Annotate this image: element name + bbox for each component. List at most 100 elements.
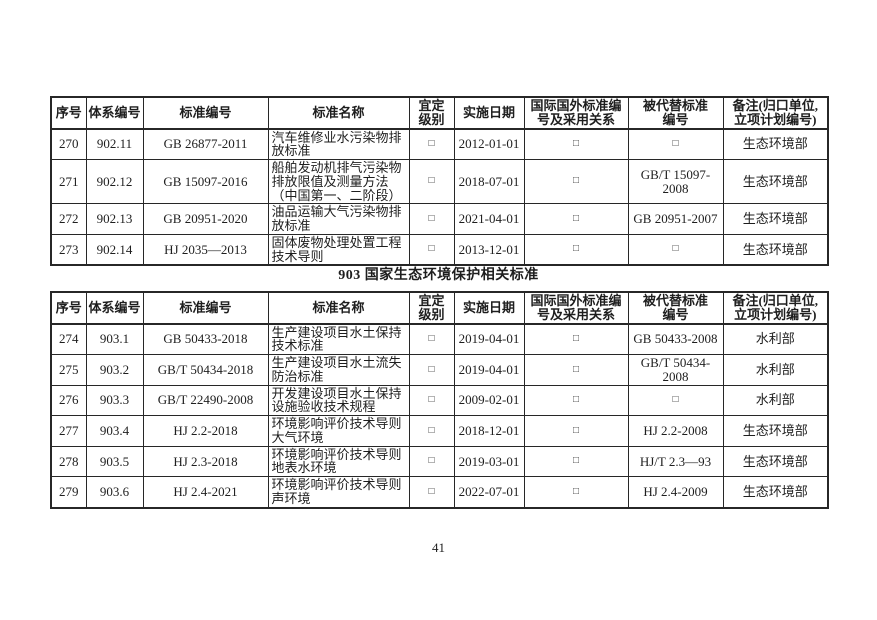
col-remarks: 生态环境部 [722,203,829,235]
header-col-standard-name: 标准名称 [267,291,410,325]
table-row: 273 902.14 HJ 2035—2013 固体废物处理处置工程技术导则 □ 2013… [50,233,829,266]
col-seq-no: 270 [50,128,87,161]
empty-box-icon: □ [523,323,629,356]
header-col-intl-standard-relation: 国际国外标准编 号及采用关系 [523,291,629,325]
header-col-standard-name: 标准名称 [267,96,410,130]
col-impl-date: 2022-07-01 [453,476,525,509]
col-seq-no: 273 [50,233,87,266]
empty-box-icon: □ [523,354,629,386]
table-row: 278 903.5 HJ 2.3-2018 环境影响评价技术导则 地表水环境 □ 2019… [50,445,829,478]
col-standard-name: 环境影响评价技术导则 声环境 [267,476,410,509]
col-standard-name: 生产建设项目水土保持技术标准 [267,323,410,356]
header-col-seq-no: 序号 [50,291,87,325]
col-replaced-standard-no: HJ/T 2.3—93 [627,445,724,478]
empty-box-icon: □ [523,203,629,235]
header-col-intl-standard-relation: 国际国外标准编 号及采用关系 [523,96,629,130]
col-remarks: 生态环境部 [722,476,829,509]
col-system-no: 903.1 [85,323,144,356]
col-impl-date: 2019-03-01 [453,445,525,478]
col-seq-no: 272 [50,203,87,235]
table-row: 275 903.2 GB/T 50434-2018 生产建设项目水土流失防治标准 □ 20… [50,354,829,386]
table-row: 271 902.12 GB 15097-2016 船舶发动机排气污染物排放限值及测量方… [50,159,829,205]
table-row: 270 902.11 GB 26877-2011 汽车维修业水污染物排放标准 □ 2012… [50,128,829,161]
empty-box-icon: □ [408,384,455,417]
header-col-system-no: 体系编号 [85,291,144,325]
table-row: 277 903.4 HJ 2.2-2018 环境影响评价技术导则 大气环境 □ 2018-… [50,415,829,447]
col-system-no: 902.13 [85,203,144,235]
col-standard-no: GB/T 50434-2018 [142,354,269,386]
col-system-no: 902.12 [85,159,144,205]
col-system-no: 903.6 [85,476,144,509]
empty-box-icon: □ [523,445,629,478]
col-seq-no: 277 [50,415,87,447]
header-col-seq-no: 序号 [50,96,87,130]
empty-box-icon: □ [408,233,455,266]
col-remarks: 生态环境部 [722,445,829,478]
table-row: 276 903.3 GB/T 22490-2008 开发建设项目水土保持设施验收技术规… [50,384,829,417]
col-seq-no: 275 [50,354,87,386]
header-row: 序号 体系编号 标准编号 标准名称 宜定 级别 实施日期 国际国外标准编 号及采用关系 被代替… [50,96,829,130]
table-row: 274 903.1 GB 50433-2018 生产建设项目水土保持技术标准 □ 2019… [50,323,829,356]
empty-box-icon: □ [408,323,455,356]
table-row: 272 902.13 GB 20951-2020 油品运输大气污染物排放标准 □ 2021… [50,203,829,235]
col-seq-no: 278 [50,445,87,478]
col-standard-name: 开发建设项目水土保持设施验收技术规程 [267,384,410,417]
col-system-no: 902.11 [85,128,144,161]
empty-box-icon: □ [408,203,455,235]
col-standard-no: GB 15097-2016 [142,159,269,205]
header-col-proposed-level: 宜定 级别 [408,291,455,325]
empty-box-icon: □ [523,128,629,161]
col-seq-no: 271 [50,159,87,205]
col-standard-no: HJ 2.3-2018 [142,445,269,478]
col-system-no: 903.2 [85,354,144,386]
header-col-impl-date: 实施日期 [453,291,525,325]
col-seq-no: 274 [50,323,87,356]
empty-box-icon: □ [523,233,629,266]
standards-table-902: 序号 体系编号 标准编号 标准名称 宜定 级别 实施日期 国际国外标准编 号及采用关系 被代替… [50,96,829,267]
empty-box-icon: □ [523,476,629,509]
header-col-standard-no: 标准编号 [142,291,269,325]
empty-box-icon: □ [523,384,629,417]
header-col-remarks: 备注(归口单位, 立项计划编号) [722,96,829,130]
table-row: 279 903.6 HJ 2.4-2021 环境影响评价技术导则 声环境 □ 2022-0… [50,476,829,509]
col-standard-name: 生产建设项目水土流失防治标准 [267,354,410,386]
col-seq-no: 276 [50,384,87,417]
col-impl-date: 2021-04-01 [453,203,525,235]
standards-table-903: 序号 体系编号 标准编号 标准名称 宜定 级别 实施日期 国际国外标准编 号及采用关系 被代替… [50,291,829,509]
col-standard-no: GB/T 22490-2008 [142,384,269,417]
col-impl-date: 2018-07-01 [453,159,525,205]
col-standard-name: 汽车维修业水污染物排放标准 [267,128,410,161]
empty-box-icon: □ [408,445,455,478]
col-standard-no: GB 20951-2020 [142,203,269,235]
empty-box-icon: □ [523,415,629,447]
empty-box-icon: □ [408,415,455,447]
col-standard-no: GB 50433-2018 [142,323,269,356]
col-replaced-standard-no: GB 20951-2007 [627,203,724,235]
col-remarks: 生态环境部 [722,415,829,447]
col-system-no: 903.4 [85,415,144,447]
col-standard-name: 船舶发动机排气污染物排放限值及测量方法（中国第一、二阶段） [267,159,410,205]
col-standard-name: 固体废物处理处置工程技术导则 [267,233,410,266]
col-seq-no: 279 [50,476,87,509]
col-remarks: 生态环境部 [722,159,829,205]
header-col-replaced-standard-no: 被代替标准 编号 [627,291,724,325]
empty-box-icon: □ [408,476,455,509]
col-replaced-standard-no: HJ 2.4-2009 [627,476,724,509]
col-remarks: 水利部 [722,354,829,386]
empty-box-icon: □ [627,384,724,417]
empty-box-icon: □ [627,233,724,266]
col-system-no: 903.3 [85,384,144,417]
page-number: 41 [432,540,445,555]
empty-box-icon: □ [523,159,629,205]
header-col-impl-date: 实施日期 [453,96,525,130]
col-replaced-standard-no: GB/T 15097-2008 [627,159,724,205]
section-title: 903 国家生态环境保护相关标准 [338,268,539,283]
col-replaced-standard-no: GB/T 50434-2008 [627,354,724,386]
empty-box-icon: □ [408,128,455,161]
header-col-proposed-level: 宜定 级别 [408,96,455,130]
col-standard-no: HJ 2035—2013 [142,233,269,266]
col-standard-no: HJ 2.2-2018 [142,415,269,447]
header-row: 序号 体系编号 标准编号 标准名称 宜定 级别 实施日期 国际国外标准编 号及采用关系 被代替… [50,291,829,325]
col-standard-name: 环境影响评价技术导则 地表水环境 [267,445,410,478]
